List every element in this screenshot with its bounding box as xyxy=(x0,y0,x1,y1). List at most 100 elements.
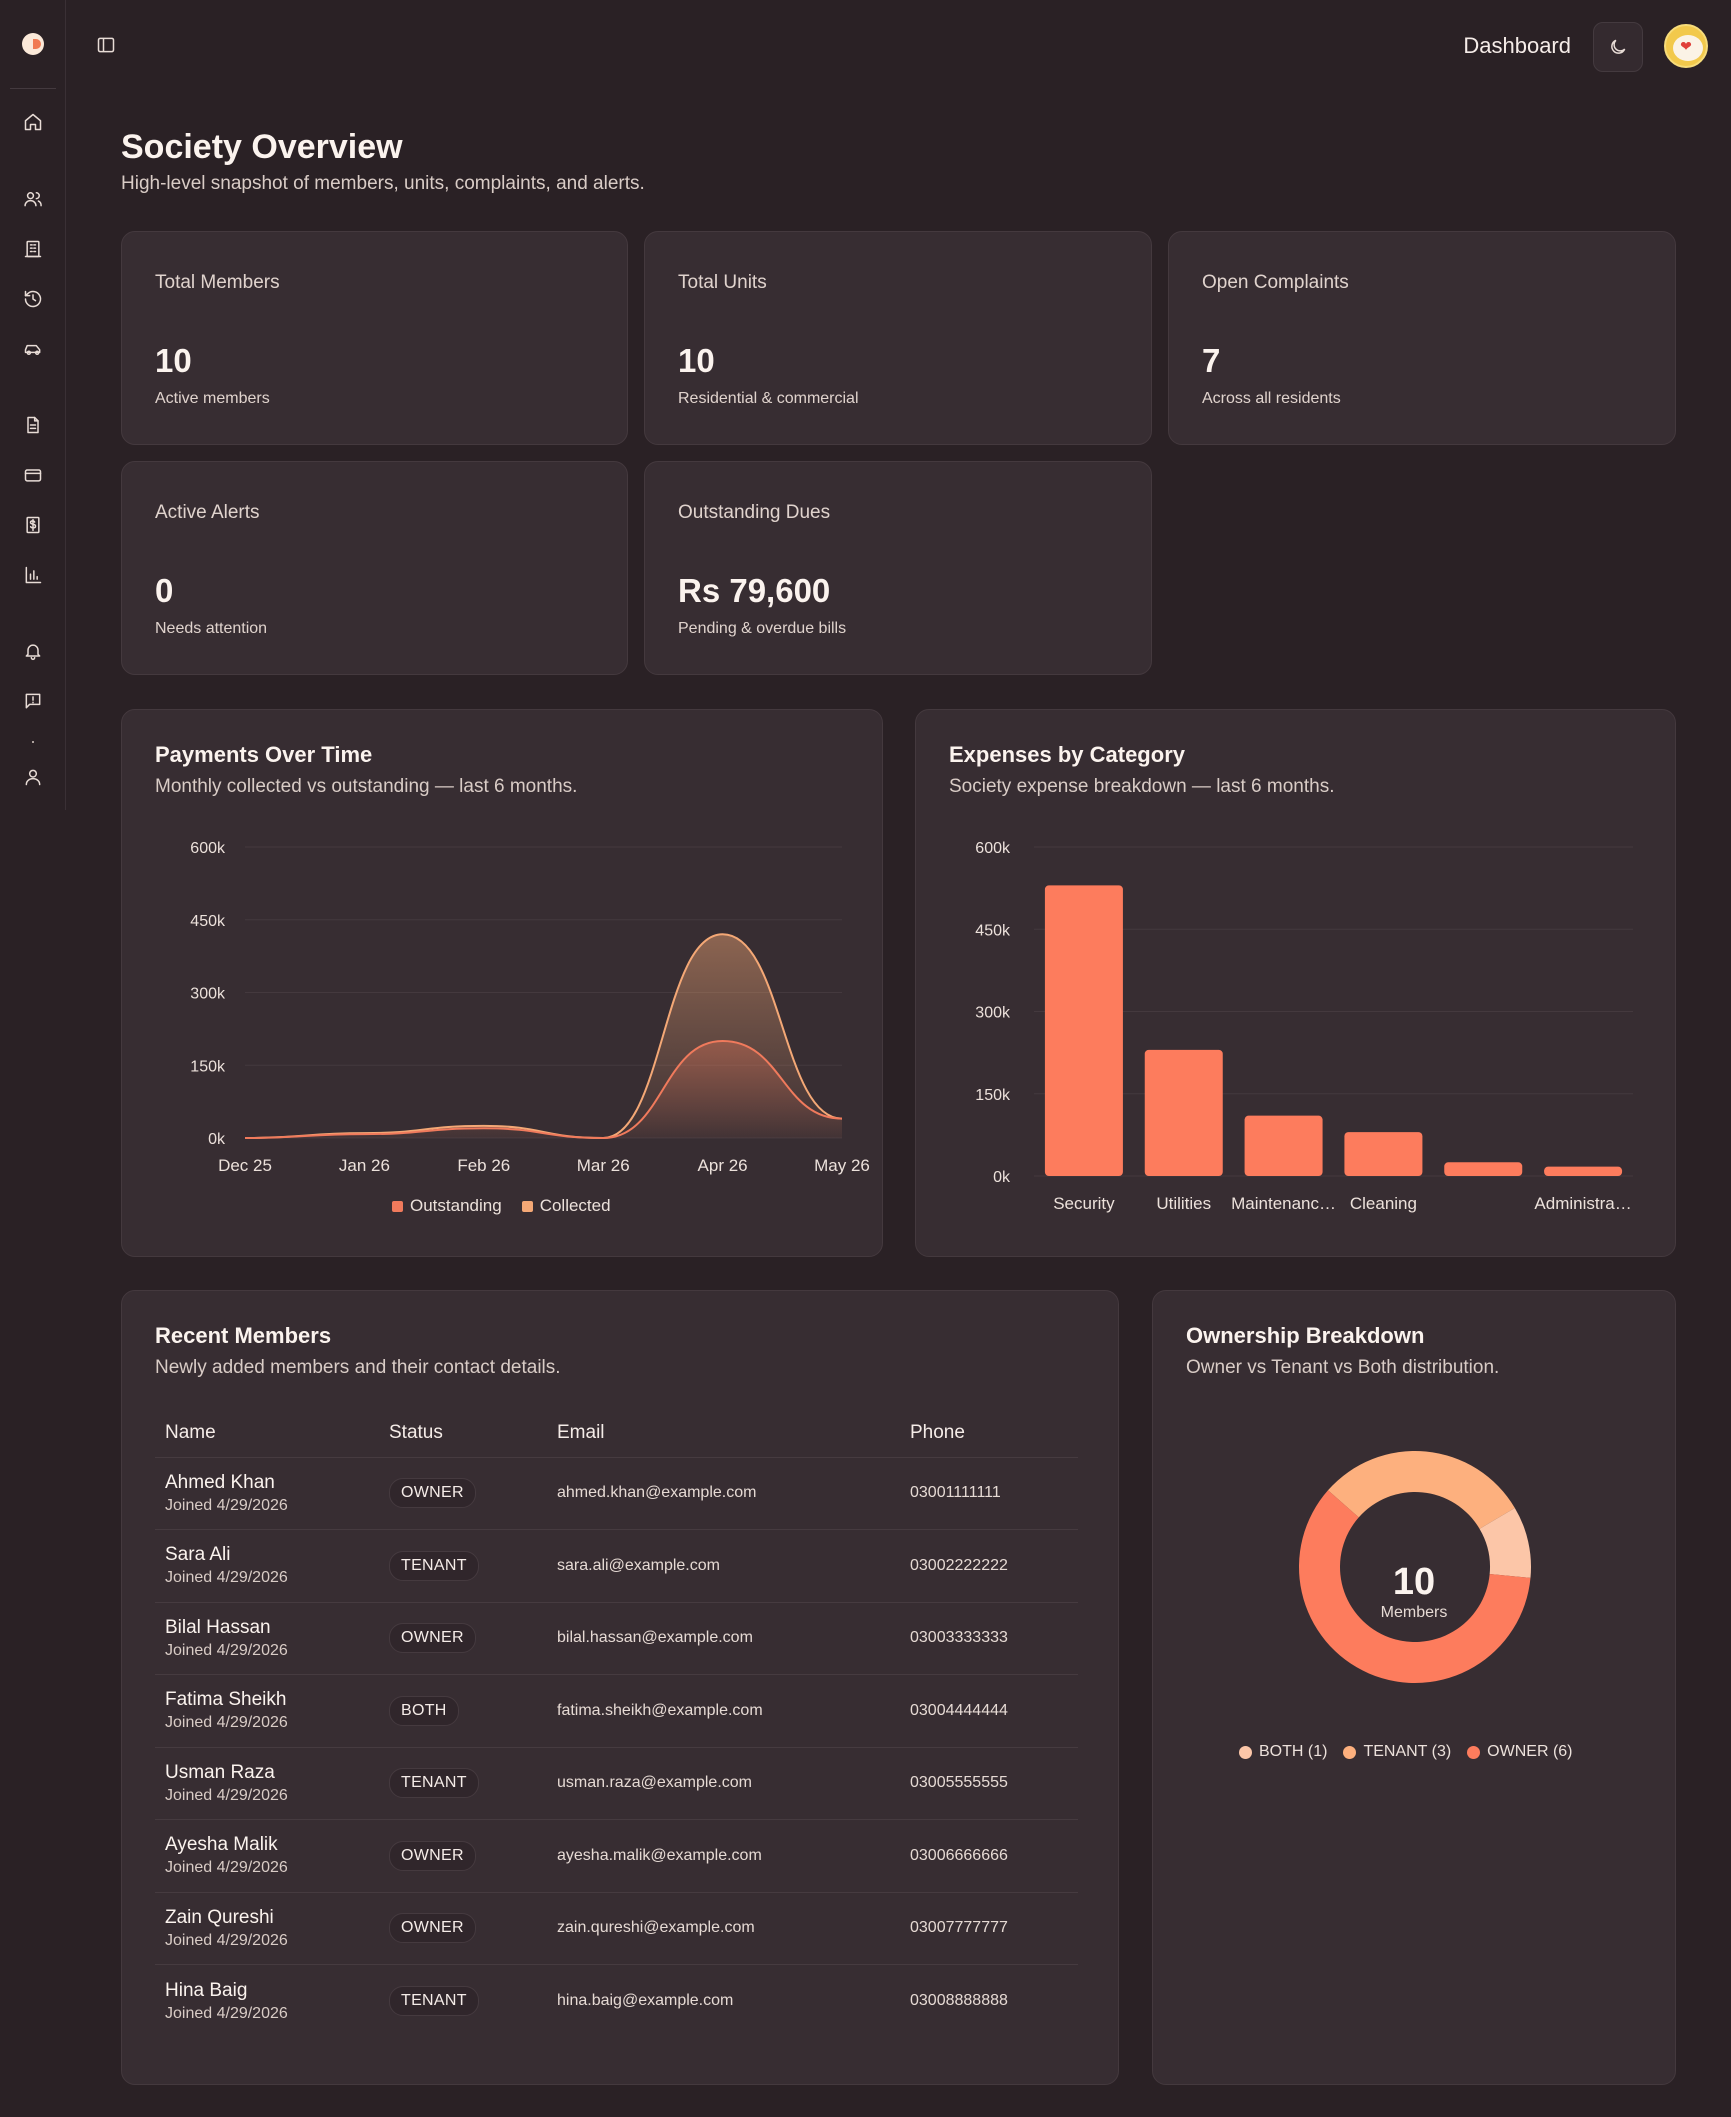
donut-slice[interactable] xyxy=(1479,1507,1531,1578)
user-icon[interactable] xyxy=(21,765,45,789)
legend-dot xyxy=(1343,1745,1357,1759)
members-table-body: Ahmed Khan Joined 4/29/2026 OWNER ahmed.kha… xyxy=(155,1457,1078,2037)
legend-label: Outstanding xyxy=(410,1196,502,1215)
table-row[interactable]: Ayesha Malik Joined 4/29/2026 OWNER ayesha.… xyxy=(155,1819,1078,1893)
legend-item[interactable]: BOTH (1) xyxy=(1239,1743,1327,1761)
member-phone: 03006666666 xyxy=(910,1846,1008,1864)
credit-card-icon[interactable] xyxy=(21,463,45,487)
page-subtitle: High-level snapshot of members, units, c… xyxy=(121,173,645,194)
page-title: Society Overview xyxy=(121,128,403,166)
member-email[interactable]: ayesha.malik@example.com xyxy=(557,1846,762,1864)
status-badge: TENANT xyxy=(389,1768,479,1799)
member-email-cell: ahmed.khan@example.com xyxy=(547,1457,900,1530)
member-email[interactable]: usman.raza@example.com xyxy=(557,1774,752,1792)
member-phone-cell: 03007777777 xyxy=(900,1892,1078,1965)
legend-label: Collected xyxy=(539,1196,611,1215)
payments-chart-card: Payments Over Time Monthly collected vs … xyxy=(121,709,883,1257)
legend-item[interactable]: OWNER (6) xyxy=(1467,1743,1573,1761)
stat-label: Total Members xyxy=(155,272,280,293)
member-joined: Joined 4/29/2026 xyxy=(165,1931,288,1949)
series-line-outstanding[interactable] xyxy=(244,1039,843,1140)
member-email-cell: usman.raza@example.com xyxy=(547,1747,900,1820)
legend-label: BOTH (1) xyxy=(1259,1743,1328,1760)
document-icon[interactable] xyxy=(21,413,45,437)
car-icon[interactable] xyxy=(21,337,45,361)
sidebar-divider xyxy=(10,88,56,89)
table-row[interactable]: Zain Qureshi Joined 4/29/2026 OWNER zain.qu… xyxy=(155,1892,1078,1965)
donut-slice[interactable] xyxy=(1327,1451,1515,1529)
member-email-cell: hina.baig@example.com xyxy=(547,1965,900,2038)
bar-chart-icon[interactable] xyxy=(21,563,45,587)
series-area-outstanding xyxy=(245,1041,842,1138)
card-subtitle: Monthly collected vs outstanding — last … xyxy=(155,776,578,797)
status-badge: TENANT xyxy=(389,1986,479,2016)
member-status-cell: TENANT xyxy=(379,1965,547,2038)
users-icon[interactable] xyxy=(21,187,45,211)
x-tick-label: Cleaning xyxy=(1350,1194,1417,1213)
member-email[interactable]: hina.baig@example.com xyxy=(557,1992,734,2009)
table-row[interactable]: Hina Baig Joined 4/29/2026 TENANT hina.baig… xyxy=(155,1965,1078,2038)
bar[interactable] xyxy=(1544,1166,1623,1176)
stat-label: Active Alerts xyxy=(155,502,260,523)
member-email[interactable]: sara.ali@example.com xyxy=(557,1556,720,1574)
member-email[interactable]: zain.qureshi@example.com xyxy=(557,1919,755,1937)
members-table: Name Status Email Phone Ahmed Khan Joined… xyxy=(155,1409,1078,2037)
member-status-cell: OWNER xyxy=(379,1892,547,1965)
theme-toggle-button[interactable] xyxy=(1593,22,1643,72)
stat-sub: Needs attention xyxy=(155,620,268,637)
history-icon[interactable] xyxy=(21,287,45,311)
member-name: Zain Qureshi xyxy=(165,1906,274,1928)
sidebar-toggle-icon[interactable] xyxy=(96,35,118,57)
stat-card-active-alerts: Active Alerts 0 Needs attention xyxy=(121,461,628,675)
table-row[interactable]: Ahmed Khan Joined 4/29/2026 OWNER ahmed.kha… xyxy=(155,1457,1078,1530)
bell-icon[interactable] xyxy=(21,639,45,663)
member-email[interactable]: fatima.sheikh@example.com xyxy=(557,1701,763,1719)
topbar-title: Dashboard xyxy=(1463,33,1571,58)
y-tick-label: 600k xyxy=(975,840,1011,857)
legend-dot xyxy=(1239,1745,1252,1759)
table-row[interactable]: Sara Ali Joined 4/29/2026 TENANT sara.ali@e… xyxy=(155,1529,1078,1603)
bar[interactable] xyxy=(1444,1162,1523,1176)
donut-slice[interactable] xyxy=(1299,1490,1531,1683)
member-name-cell: Ayesha Malik Joined 4/29/2026 xyxy=(155,1819,379,1893)
table-header-row: Name Status Email Phone xyxy=(155,1409,1078,1458)
bar[interactable] xyxy=(1044,885,1123,1176)
member-email[interactable]: ahmed.khan@example.com xyxy=(557,1484,757,1502)
app-logo[interactable] xyxy=(22,33,44,55)
bar[interactable] xyxy=(1344,1132,1423,1176)
legend-item-collected[interactable]: Collected xyxy=(521,1196,611,1216)
building-icon[interactable] xyxy=(21,237,45,261)
bar[interactable] xyxy=(1244,1115,1323,1176)
home-icon[interactable] xyxy=(21,110,45,134)
table-row[interactable]: Fatima Sheikh Joined 4/29/2026 BOTH fatima.… xyxy=(155,1674,1078,1748)
member-phone: 03001111111 xyxy=(910,1484,1001,1502)
table-row[interactable]: Bilal Hassan Joined 4/29/2026 OWNER bilal.h… xyxy=(155,1602,1078,1675)
stat-sub: Residential & commercial xyxy=(678,390,859,407)
card-subtitle: Newly added members and their contact de… xyxy=(155,1357,561,1378)
member-status-cell: OWNER xyxy=(379,1602,547,1675)
member-joined: Joined 4/29/2026 xyxy=(165,1714,288,1732)
member-email[interactable]: bilal.hassan@example.com xyxy=(557,1629,753,1647)
member-phone: 03005555555 xyxy=(910,1774,1008,1792)
y-tick-label: 0k xyxy=(993,1169,1011,1186)
bar[interactable] xyxy=(1144,1049,1223,1176)
y-tick-label: 450k xyxy=(190,913,226,930)
member-status-cell: OWNER xyxy=(379,1457,547,1530)
legend-item-outstanding[interactable]: Outstanding xyxy=(392,1196,502,1216)
member-email-cell: sara.ali@example.com xyxy=(547,1529,900,1603)
message-icon[interactable] xyxy=(21,689,45,713)
member-joined: Joined 4/29/2026 xyxy=(165,1496,288,1514)
legend-item[interactable]: TENANT (3) xyxy=(1343,1743,1451,1761)
member-joined: Joined 4/29/2026 xyxy=(165,1786,288,1804)
y-tick-label: 300k xyxy=(190,986,226,1003)
avatar[interactable]: ❤ xyxy=(1664,24,1708,68)
member-phone-cell: 03003333333 xyxy=(900,1602,1078,1675)
stat-card-open-complaints: Open Complaints 7 Across all residents xyxy=(1168,231,1676,445)
ownership-legend: BOTH (1) TENANT (3) OWNER (6) xyxy=(1239,1743,1573,1761)
donut-center-label: Members xyxy=(1380,1604,1448,1621)
legend-dot xyxy=(1467,1745,1481,1759)
member-phone-cell: 03004444444 xyxy=(900,1674,1078,1748)
stat-label: Outstanding Dues xyxy=(678,502,831,523)
receipt-icon[interactable] xyxy=(21,513,45,537)
table-row[interactable]: Usman Raza Joined 4/29/2026 TENANT usman.ra… xyxy=(155,1747,1078,1820)
